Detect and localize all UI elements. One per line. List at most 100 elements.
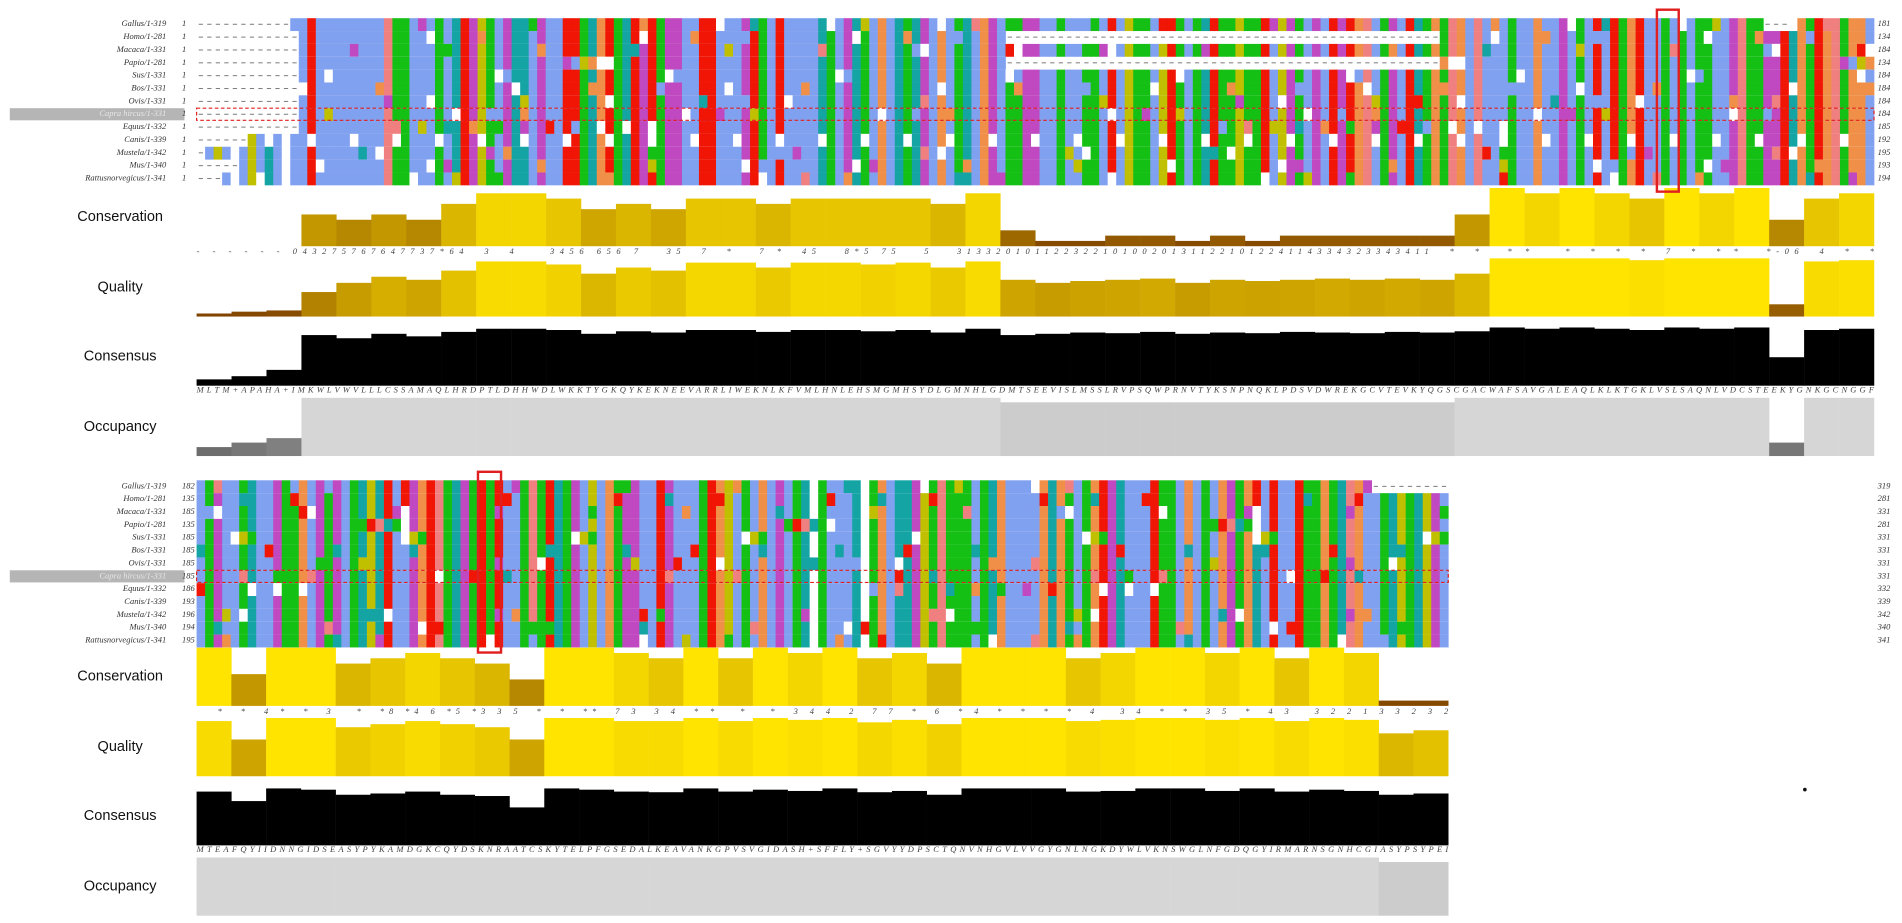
gap	[198, 23, 203, 25]
residue	[1099, 506, 1109, 519]
residue	[715, 583, 725, 597]
residue	[349, 56, 359, 70]
gap	[198, 88, 203, 90]
gap	[266, 126, 272, 128]
residue	[1320, 146, 1330, 160]
residue	[1363, 583, 1372, 597]
residue	[715, 544, 725, 558]
residue	[698, 121, 708, 134]
residue	[1839, 43, 1849, 57]
residue	[1269, 506, 1279, 519]
residue	[1073, 518, 1083, 532]
gap	[1365, 62, 1370, 64]
residue	[503, 108, 513, 122]
residue	[503, 56, 513, 70]
residue	[1158, 108, 1168, 122]
residue	[528, 634, 538, 648]
residue	[400, 31, 410, 44]
residue	[596, 56, 606, 70]
residue	[1320, 82, 1330, 96]
residue	[324, 596, 334, 609]
residue	[1048, 121, 1057, 134]
end-number: 341	[1877, 635, 1891, 645]
residue	[1567, 108, 1577, 122]
residue	[1116, 596, 1126, 609]
residue	[230, 544, 240, 558]
residue	[681, 82, 691, 96]
occupancy-bar	[895, 397, 931, 457]
residue	[605, 172, 615, 186]
residue	[324, 159, 334, 173]
residue	[835, 159, 845, 173]
residue	[673, 506, 683, 519]
residue	[1720, 146, 1730, 160]
residue	[860, 570, 870, 584]
residue	[911, 621, 921, 635]
residue	[1405, 95, 1415, 109]
residue	[1669, 56, 1679, 70]
residue	[537, 108, 547, 122]
residue	[426, 108, 436, 122]
quality-bar	[825, 262, 861, 317]
residue	[1269, 557, 1279, 571]
residue	[1371, 121, 1381, 134]
residue	[937, 69, 947, 83]
residue	[1141, 518, 1151, 532]
residue	[673, 596, 683, 609]
residue	[860, 493, 870, 507]
residue	[281, 608, 291, 622]
residue	[1141, 493, 1151, 507]
residue	[1414, 518, 1424, 532]
residue	[273, 518, 283, 532]
residue	[1627, 82, 1636, 96]
residue	[1575, 146, 1585, 160]
residue	[1482, 43, 1492, 57]
residue	[1269, 634, 1279, 648]
gap	[1220, 36, 1225, 38]
residue	[750, 69, 759, 83]
residue	[886, 531, 896, 545]
residue	[417, 608, 427, 622]
residue	[1533, 31, 1543, 44]
gap	[1211, 62, 1217, 64]
residue	[571, 608, 581, 622]
sequence-row	[198, 31, 1875, 44]
residue	[1048, 18, 1057, 32]
residue	[622, 56, 632, 70]
residue	[230, 608, 240, 622]
residue	[954, 596, 964, 609]
gap	[1263, 62, 1268, 64]
occupancy-bar	[996, 857, 1032, 916]
gap	[1041, 36, 1046, 38]
gap	[241, 75, 246, 77]
residue	[988, 121, 998, 134]
residue	[1277, 621, 1287, 635]
conservation-bar	[822, 647, 858, 706]
residue	[1610, 121, 1619, 134]
residue	[1124, 133, 1134, 147]
residue	[239, 159, 249, 173]
residue	[826, 172, 836, 186]
residue	[1150, 43, 1160, 57]
residue	[1712, 82, 1722, 96]
residue	[988, 146, 998, 160]
residue	[494, 506, 504, 519]
residue	[1226, 121, 1236, 134]
residue	[571, 480, 581, 494]
gap	[1118, 62, 1123, 64]
residue	[1405, 634, 1415, 648]
residue	[1133, 544, 1143, 558]
residue	[571, 544, 581, 558]
residue	[435, 56, 444, 70]
residue	[673, 544, 683, 558]
residue	[486, 518, 495, 532]
residue	[1507, 146, 1517, 160]
residue	[673, 82, 683, 96]
residue	[1294, 518, 1304, 532]
residue	[707, 608, 717, 622]
residue	[1269, 544, 1279, 558]
residue	[945, 82, 955, 96]
residue	[724, 121, 734, 134]
residue	[979, 544, 989, 558]
residue	[1031, 544, 1040, 558]
